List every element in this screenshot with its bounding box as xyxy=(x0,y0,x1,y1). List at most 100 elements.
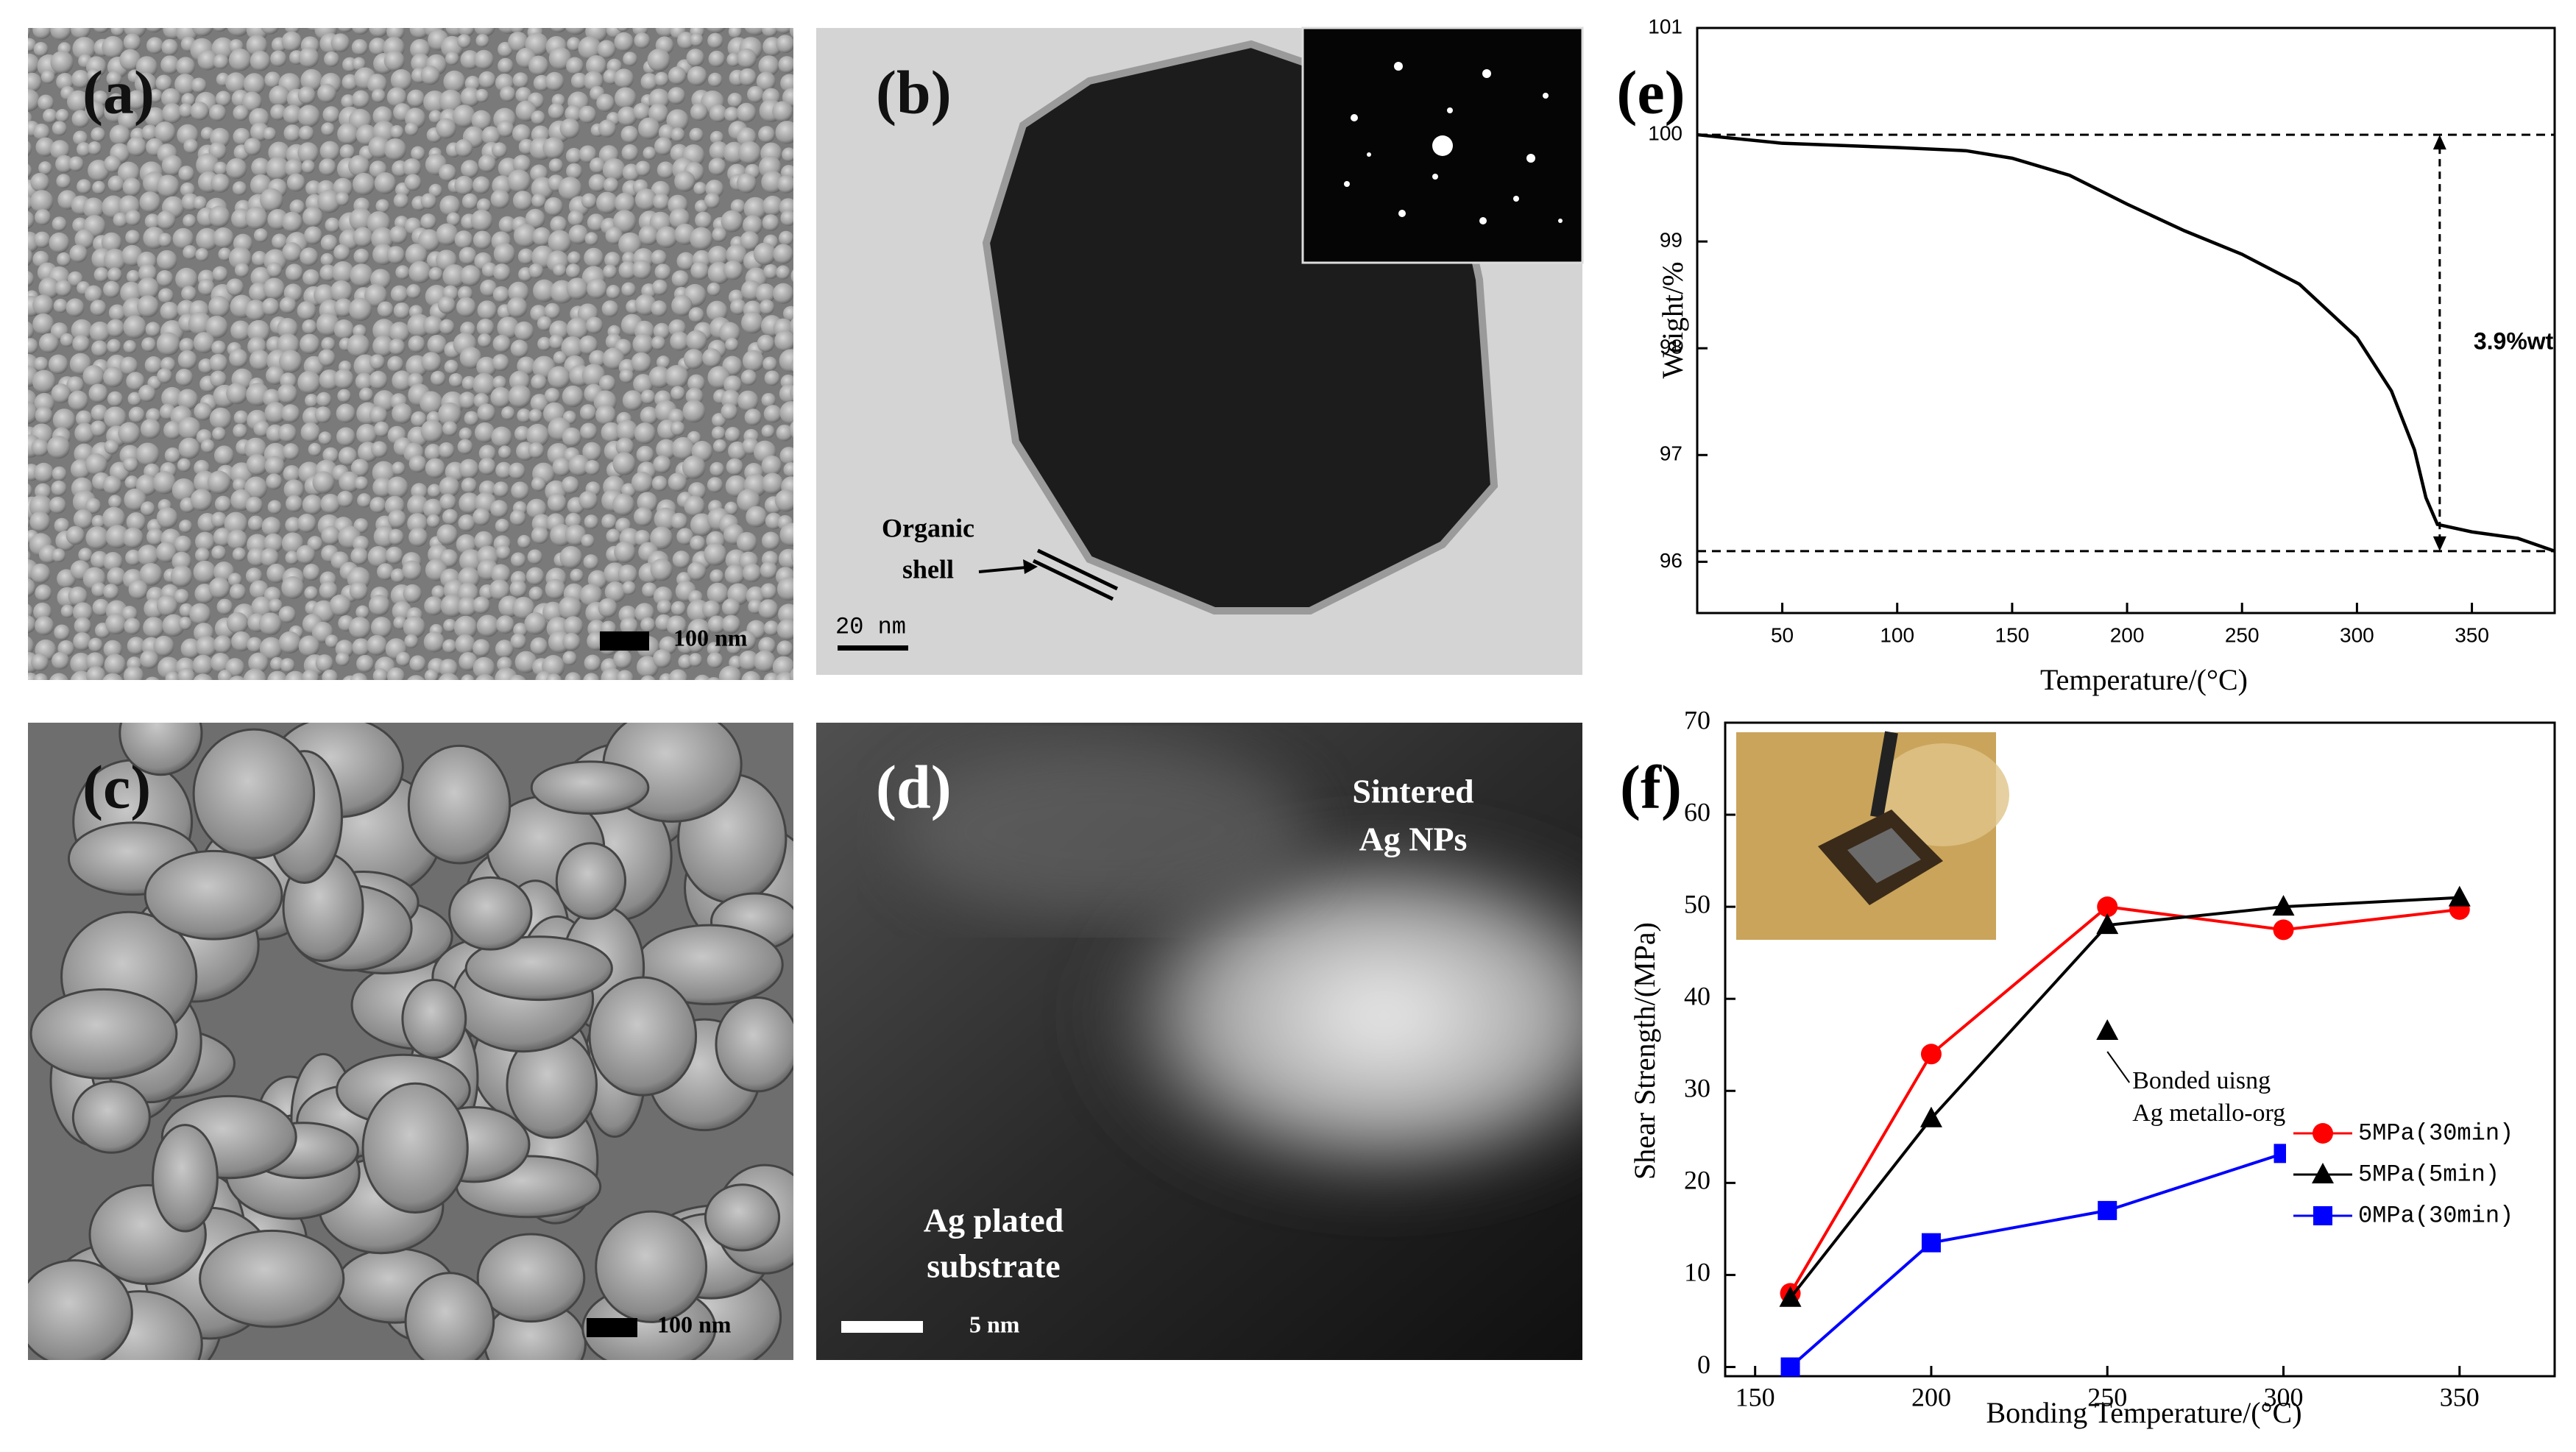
particle xyxy=(492,263,511,281)
particle xyxy=(137,545,160,567)
particle xyxy=(176,57,196,77)
particle xyxy=(208,577,230,599)
particle xyxy=(510,552,526,567)
particle xyxy=(138,263,158,283)
particle xyxy=(90,300,107,316)
particle xyxy=(270,104,287,121)
particle xyxy=(601,422,622,443)
particle xyxy=(209,104,227,121)
particle xyxy=(796,127,818,149)
particle xyxy=(231,631,252,652)
particle xyxy=(189,603,211,625)
particle xyxy=(68,390,88,411)
particle xyxy=(390,68,412,91)
particle xyxy=(107,391,123,407)
particle xyxy=(270,656,284,671)
particle xyxy=(335,191,350,206)
particle xyxy=(141,337,157,353)
particle xyxy=(92,180,106,195)
particle xyxy=(177,350,197,369)
particle xyxy=(530,394,549,412)
particle xyxy=(737,141,762,165)
particle xyxy=(72,602,93,623)
particle xyxy=(436,524,458,545)
particle xyxy=(508,674,526,680)
particle xyxy=(164,447,181,464)
particle xyxy=(74,617,92,635)
particle xyxy=(266,563,286,584)
blob xyxy=(401,978,467,1059)
particle xyxy=(390,568,406,583)
particle xyxy=(668,66,687,85)
particle xyxy=(230,320,251,341)
particle xyxy=(316,313,340,336)
particle xyxy=(324,51,340,67)
particle xyxy=(744,408,762,426)
particle xyxy=(161,386,183,409)
particle xyxy=(249,350,270,371)
particle xyxy=(126,511,146,532)
particle xyxy=(473,656,495,679)
particle xyxy=(143,617,164,638)
scale-bar-label: 5 nm xyxy=(969,1311,1020,1337)
legend-label: 5MPa(5min) xyxy=(2358,1161,2499,1188)
particle xyxy=(638,225,659,246)
particle xyxy=(135,56,158,78)
particle xyxy=(570,72,588,90)
particle xyxy=(135,442,160,467)
particle xyxy=(177,417,201,440)
particle xyxy=(90,420,107,437)
particle xyxy=(514,651,537,673)
particle xyxy=(744,28,767,36)
particle xyxy=(259,637,283,660)
particle xyxy=(321,337,336,352)
plot-frame xyxy=(1724,721,2556,1378)
particle xyxy=(122,177,141,196)
particle xyxy=(583,673,600,680)
particle xyxy=(244,300,266,322)
particle xyxy=(374,172,397,194)
particle xyxy=(586,316,604,334)
particle xyxy=(710,569,724,584)
particle xyxy=(403,584,422,603)
particle xyxy=(144,356,163,374)
particle xyxy=(183,245,197,260)
particle xyxy=(28,578,36,598)
particle xyxy=(740,369,757,386)
particle xyxy=(453,615,478,640)
particle xyxy=(474,49,494,70)
particle xyxy=(669,208,690,229)
particle xyxy=(508,384,531,408)
particle xyxy=(246,453,268,475)
particle xyxy=(227,573,242,587)
particle xyxy=(561,336,584,359)
particle xyxy=(736,173,757,194)
particle xyxy=(350,547,369,565)
particle xyxy=(686,330,707,352)
particle xyxy=(690,535,706,551)
particle xyxy=(561,476,579,494)
particle xyxy=(760,583,777,600)
particle xyxy=(338,447,358,466)
particle xyxy=(478,71,496,89)
scale-bar-label: 20 nm xyxy=(835,613,906,640)
particle xyxy=(475,673,495,680)
particle xyxy=(118,109,139,130)
particle xyxy=(174,535,192,553)
particle xyxy=(777,174,793,194)
scale-bar xyxy=(838,645,908,651)
particle xyxy=(91,582,107,598)
particle xyxy=(436,223,459,246)
particle xyxy=(615,437,634,456)
blob xyxy=(28,1259,133,1360)
particle xyxy=(244,437,267,460)
particle xyxy=(283,464,301,483)
particle xyxy=(319,264,337,282)
particle xyxy=(531,374,547,390)
particle xyxy=(74,422,95,444)
blob xyxy=(448,876,533,951)
annotation: Organic xyxy=(882,513,974,542)
particle xyxy=(736,531,757,553)
marker xyxy=(2448,885,2471,907)
y-tick-label: 30 xyxy=(1684,1074,1710,1103)
